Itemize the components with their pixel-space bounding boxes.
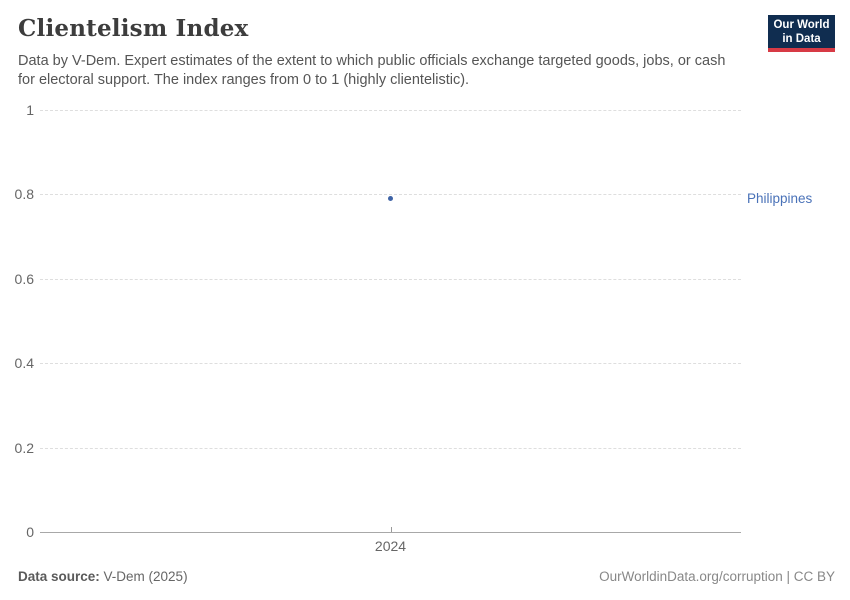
chart-title: Clientelism Index	[18, 15, 249, 42]
y-axis-tick-label: 0	[26, 524, 34, 540]
y-axis-tick-label: 0.2	[14, 439, 34, 456]
credit-link[interactable]: OurWorldinData.org/corruption | CC BY	[599, 569, 835, 584]
x-axis-tick-mark	[390, 526, 392, 532]
x-axis-tick-label: 2024	[374, 538, 407, 554]
y-axis-tick-label: 1	[26, 102, 34, 118]
owid-logo-red-bar	[768, 48, 835, 52]
subtitle-line-2: for electoral support. The index ranges …	[18, 71, 470, 88]
entity-label[interactable]: Philippines	[747, 191, 813, 207]
gridline	[40, 363, 741, 365]
gridline	[40, 447, 741, 449]
y-axis-tick-label: 0.4	[14, 355, 34, 372]
x-axis-line	[40, 531, 741, 533]
data-point[interactable]	[388, 196, 393, 202]
owid-logo[interactable]: Our World in Data	[768, 15, 835, 52]
y-axis-tick-label: 0.8	[14, 186, 34, 203]
chart-subtitle: Data by V-Dem. Expert estimates of the e…	[18, 52, 725, 89]
owid-logo-line1: Our World	[773, 19, 830, 31]
subtitle-line-1: Data by V-Dem. Expert estimates of the e…	[18, 53, 726, 69]
y-axis-tick-label: 0.6	[14, 270, 34, 287]
owid-logo-text: Our World in Data	[768, 15, 835, 48]
data-source-note: Data source: V-Dem (2025)	[18, 569, 188, 584]
gridline	[40, 278, 741, 280]
owid-logo-line2: in Data	[782, 33, 821, 45]
data-source-value: V-Dem (2025)	[99, 569, 188, 584]
gridline	[40, 110, 741, 111]
gridline	[40, 194, 741, 196]
data-source-label: Data source:	[18, 569, 100, 584]
